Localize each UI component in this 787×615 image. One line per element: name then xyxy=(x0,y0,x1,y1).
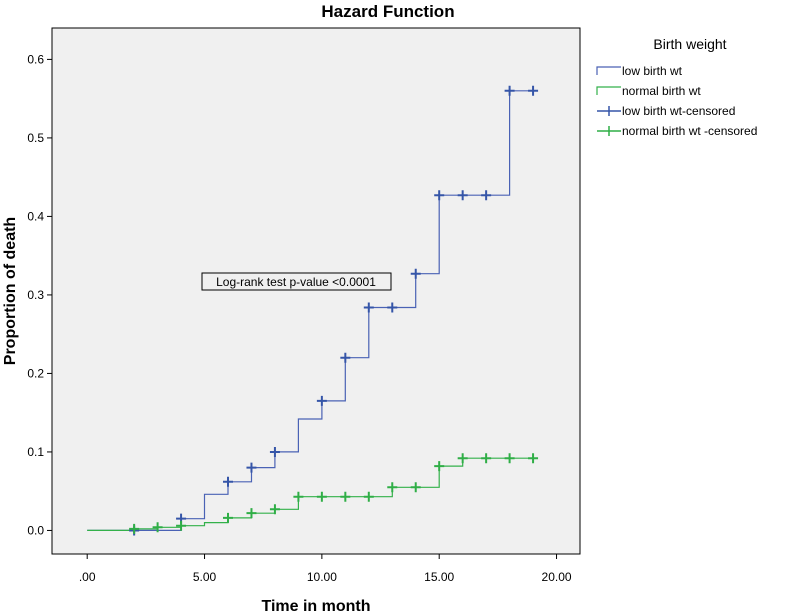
censor-marker xyxy=(340,491,351,502)
censor-marker xyxy=(269,446,280,457)
legend-label: low birth wt-censored xyxy=(622,104,735,118)
censor-markers-low-birth-wt-censored xyxy=(129,85,539,536)
legend-item: normal birth wt xyxy=(596,84,701,98)
censor-marker xyxy=(410,268,421,279)
y-tick-label: 0.3 xyxy=(27,288,44,302)
censor-marker xyxy=(457,190,468,201)
censor-marker xyxy=(152,522,163,533)
censor-marker xyxy=(387,302,398,313)
legend-label: normal birth wt -censored xyxy=(622,124,757,138)
censor-marker xyxy=(246,462,257,473)
y-axis-title: Proportion of death xyxy=(2,217,19,365)
legend-title: Birth weight xyxy=(653,36,726,52)
censor-marker xyxy=(223,476,233,487)
step-line-low-birth-wt xyxy=(87,90,534,531)
censor-marker xyxy=(363,302,374,313)
censor-markers-normal-birth-wt--censored xyxy=(129,453,539,534)
censor-marker xyxy=(363,491,374,502)
legend-step-swatch xyxy=(596,66,621,75)
x-tick-label: 20.00 xyxy=(542,570,572,584)
y-tick-label: 0.6 xyxy=(27,52,44,66)
censor-marker xyxy=(481,453,492,464)
y-tick-label: 0.5 xyxy=(27,131,44,145)
censor-marker xyxy=(528,453,539,464)
x-tick-label: 15.00 xyxy=(424,570,454,584)
y-tick-label: 0.4 xyxy=(27,209,44,223)
legend-label: low birth wt xyxy=(622,64,683,78)
legend-label: normal birth wt xyxy=(622,84,701,98)
censor-marker xyxy=(176,520,187,531)
censor-marker xyxy=(129,523,140,534)
y-tick-label: 0.1 xyxy=(27,445,44,459)
y-axis: 0.0 0.1 0.2 0.3 0.4 0.5 0.6 xyxy=(27,52,52,537)
x-tick-label: 5.00 xyxy=(193,570,217,584)
series-layer xyxy=(87,85,539,536)
legend-censor-swatch xyxy=(597,126,621,136)
plot-area xyxy=(51,27,581,555)
censor-marker xyxy=(223,512,233,523)
x-axis-title: Time in month xyxy=(261,598,370,615)
censor-marker xyxy=(293,491,304,502)
x-axis: .00 5.00 10.00 15.00 20.00 xyxy=(79,554,572,584)
censor-marker xyxy=(410,482,421,493)
x-tick-label: .00 xyxy=(79,570,96,584)
censor-marker xyxy=(457,453,468,464)
censor-marker xyxy=(387,482,398,493)
legend-step-swatch xyxy=(596,86,621,95)
chart-title: Hazard Function xyxy=(321,2,454,21)
censor-marker xyxy=(340,352,351,363)
log-rank-annotation: Log-rank test p-value <0.0001 xyxy=(216,275,376,289)
censor-marker xyxy=(528,85,539,96)
censor-marker xyxy=(504,85,515,96)
censor-marker xyxy=(504,453,515,464)
legend-item: low birth wt-censored xyxy=(597,104,735,118)
censor-marker xyxy=(316,491,327,502)
censor-marker xyxy=(269,504,280,515)
censor-marker xyxy=(316,395,327,406)
x-tick-label: 10.00 xyxy=(307,570,337,584)
censor-marker xyxy=(434,461,445,472)
y-tick-label: 0.0 xyxy=(27,523,44,537)
y-tick-label: 0.2 xyxy=(27,366,44,380)
legend: low birth wt normal birth wt low birth wt-… xyxy=(596,64,757,138)
legend-censor-swatch xyxy=(597,106,621,116)
annotation-box: Log-rank test p-value <0.0001 xyxy=(201,272,392,291)
censor-marker xyxy=(434,190,445,201)
censor-marker xyxy=(246,508,257,519)
annotation-frame xyxy=(201,272,392,291)
censor-marker xyxy=(481,190,492,201)
legend-item: normal birth wt -censored xyxy=(597,124,757,138)
legend-item: low birth wt xyxy=(596,64,683,78)
